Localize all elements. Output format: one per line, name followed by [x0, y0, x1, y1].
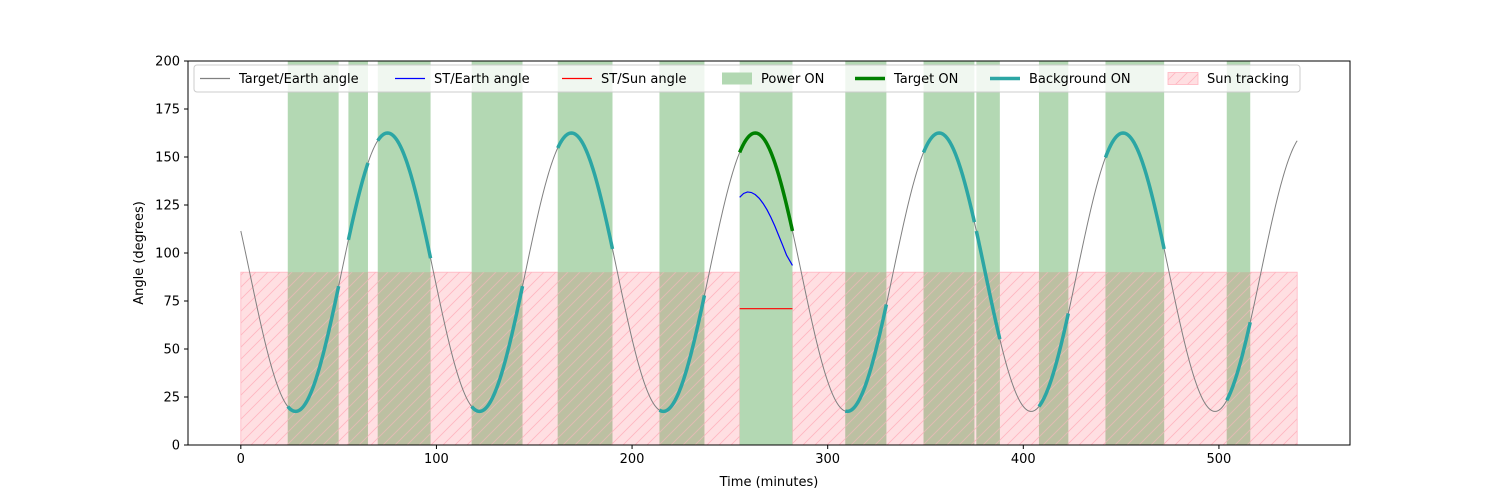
x-tick-label: 0 [237, 452, 245, 467]
y-tick-label: 50 [163, 343, 180, 358]
background-on-segment [1103, 131, 1166, 250]
background-on-segment [658, 294, 707, 414]
overlap-hatch [845, 272, 887, 445]
x-axis-label: Time (minutes) [719, 475, 819, 490]
overlap-hatch [471, 272, 523, 445]
st-earth-angle-line [739, 191, 793, 266]
background-on-segment [376, 131, 433, 259]
legend-label: Target/Earth angle [238, 72, 359, 87]
background-on-segment [921, 131, 977, 223]
legend-label: Target ON [893, 72, 958, 87]
background-on-segment [470, 285, 525, 414]
y-tick-label: 125 [155, 199, 180, 214]
background-on-segment [346, 162, 370, 241]
overlap-hatch [976, 272, 1000, 445]
legend-label: Background ON [1029, 72, 1131, 87]
background-on-segment [974, 230, 1002, 340]
legend-label: ST/Sun angle [601, 72, 687, 87]
y-tick-label: 100 [155, 247, 180, 262]
legend-swatch [722, 72, 752, 85]
overlap-hatch [659, 272, 705, 445]
background-on-segment [556, 131, 615, 250]
y-tick-label: 25 [163, 391, 180, 406]
target-on-segment [738, 131, 795, 232]
legend: Target/Earth angle ST/Earth angle ST/Sun a… [193, 64, 1301, 93]
y-tick-label: 200 [155, 55, 180, 70]
axes: 0 100 200 300 400 500 0 25 50 75 100 125 150 175 200 [155, 55, 1351, 467]
y-tick-label: 0 [172, 439, 180, 454]
x-tick-label: 100 [424, 452, 449, 467]
background-on-segment [1225, 321, 1252, 402]
legend-label: Sun tracking [1207, 72, 1289, 87]
legend-label: Power ON [761, 72, 824, 87]
x-tick-label: 500 [1207, 452, 1232, 467]
overlap-hatch [1226, 272, 1251, 445]
background-on-segment [286, 285, 341, 414]
legend-swatch-hatch [1168, 72, 1198, 85]
power-on-span [739, 61, 793, 445]
x-tick-label: 200 [620, 452, 645, 467]
background-on-segment [844, 304, 889, 414]
background-on-segment [1037, 313, 1071, 408]
overlap-hatch [348, 272, 368, 445]
overlap-hatch [1038, 272, 1069, 445]
x-tick-label: 400 [1011, 452, 1036, 467]
y-tick-label: 175 [155, 103, 180, 118]
x-tick-label: 300 [815, 452, 840, 467]
plot-area [240, 61, 1298, 445]
y-tick-label: 75 [163, 295, 180, 310]
overlap-hatch [1105, 272, 1165, 445]
overlap-hatch [557, 272, 613, 445]
overlap-hatch [287, 272, 339, 445]
overlap-hatch [377, 272, 431, 445]
y-tick-label: 150 [155, 151, 180, 166]
overlap-hatch [923, 272, 975, 445]
y-axis-label: Angle (degrees) [132, 201, 147, 305]
legend-label: ST/Earth angle [434, 72, 530, 87]
